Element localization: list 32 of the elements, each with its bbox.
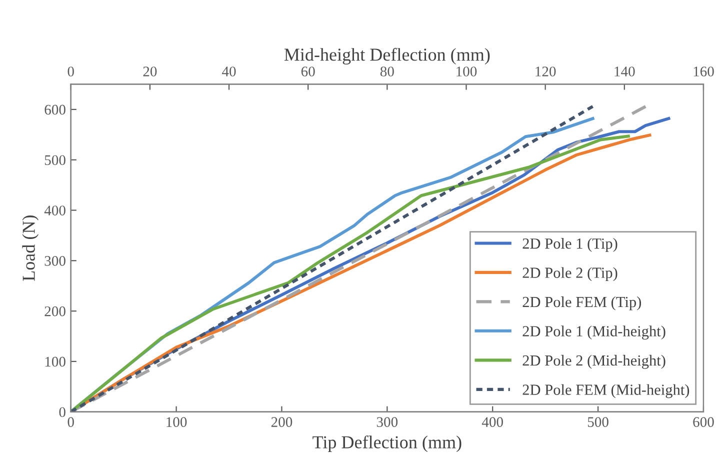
y-tick-label: 400 xyxy=(44,206,66,216)
legend-label: 2D Pole 2 (Tip) xyxy=(522,267,618,282)
x-tick-label: 600 xyxy=(693,417,714,427)
x2-axis-title: Mid-height Deflection (mm) xyxy=(284,48,490,64)
y-tick-label: 300 xyxy=(44,256,66,266)
x2-tick-label: 80 xyxy=(380,66,394,76)
x2-tick-label: 40 xyxy=(222,66,236,76)
legend-label: 2D Pole 2 (Mid-height) xyxy=(522,354,666,369)
y-axis-title: Load (N) xyxy=(22,215,39,281)
y-tick-label: 600 xyxy=(44,104,66,115)
x-tick-label: 300 xyxy=(376,417,398,427)
x2-tick-label: 60 xyxy=(301,66,315,76)
y-tick-label: 200 xyxy=(44,306,66,316)
y-tick-label: 0 xyxy=(59,407,66,418)
x-tick-label: 200 xyxy=(271,417,292,427)
legend-label: 2D Pole 1 (Mid-height) xyxy=(522,326,666,340)
x2-tick-label: 100 xyxy=(456,66,477,76)
x-tick-label: 100 xyxy=(166,417,187,427)
x-axis-title: Tip Deflection (mm) xyxy=(312,435,462,452)
x2-tick-label: 0 xyxy=(68,66,74,76)
x-tick-label: 400 xyxy=(482,417,503,427)
x-tick-label: 0 xyxy=(68,417,74,427)
x2-tick-label: 160 xyxy=(694,66,714,76)
legend-label: 2D Pole FEM (Tip) xyxy=(522,296,641,310)
y-tick-label: 500 xyxy=(44,155,66,166)
y-tick-label: 100 xyxy=(45,356,66,367)
legend-label: 2D Pole FEM (Mid-height) xyxy=(522,384,690,398)
x-tick-label: 500 xyxy=(588,417,608,427)
x2-tick-label: 20 xyxy=(143,66,157,76)
x2-tick-label: 140 xyxy=(614,66,635,76)
legend-label: 2D Pole 1 (Tip) xyxy=(522,238,618,252)
x2-tick-label: 120 xyxy=(536,66,556,76)
